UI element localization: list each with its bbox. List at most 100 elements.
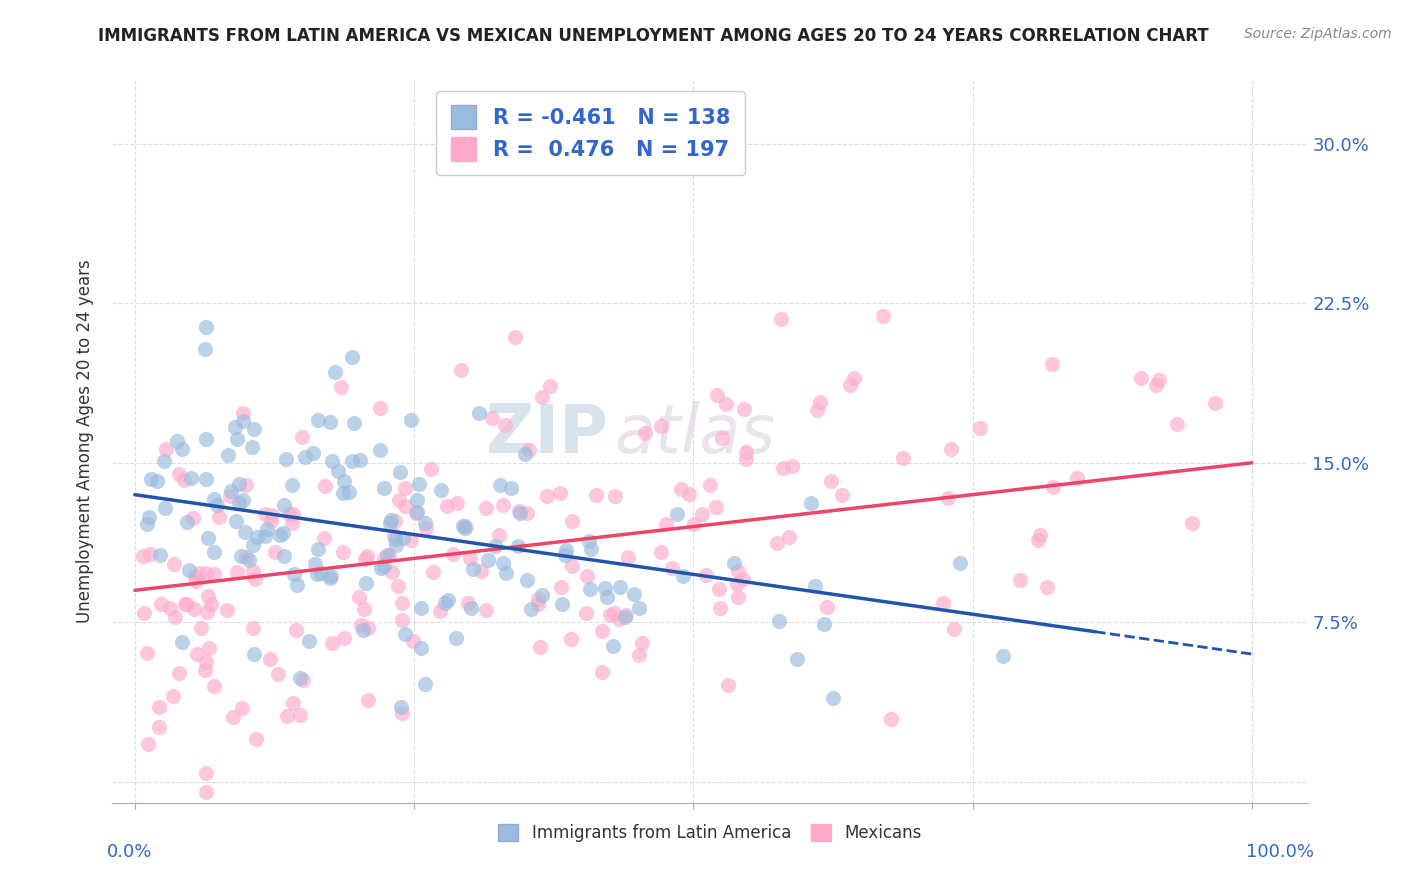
Point	[194, 343, 217, 357]
Point	[240, 440, 263, 454]
Point	[162, 689, 184, 703]
Point	[949, 556, 972, 570]
Point	[217, 448, 239, 462]
Point	[561, 514, 583, 528]
Point	[444, 631, 467, 645]
Point	[273, 549, 295, 563]
Point	[526, 597, 548, 611]
Point	[195, 432, 218, 446]
Point	[406, 493, 429, 508]
Point	[623, 587, 645, 601]
Point	[415, 516, 437, 530]
Point	[450, 363, 472, 377]
Point	[228, 476, 250, 491]
Point	[665, 507, 688, 521]
Point	[475, 603, 498, 617]
Point	[800, 496, 823, 510]
Point	[155, 442, 177, 456]
Point	[969, 420, 991, 434]
Point	[233, 525, 256, 540]
Point	[716, 397, 738, 411]
Point	[733, 402, 755, 417]
Point	[516, 506, 538, 520]
Point	[278, 507, 301, 521]
Point	[246, 530, 269, 544]
Point	[548, 486, 571, 500]
Point	[314, 479, 336, 493]
Point	[202, 567, 225, 582]
Point	[492, 498, 515, 512]
Point	[298, 634, 321, 648]
Point	[709, 600, 731, 615]
Point	[458, 551, 481, 566]
Point	[609, 580, 631, 594]
Point	[678, 487, 700, 501]
Point	[495, 566, 517, 581]
Point	[1029, 527, 1052, 541]
Point	[695, 568, 717, 582]
Point	[578, 534, 600, 549]
Point	[595, 581, 617, 595]
Point	[725, 577, 748, 591]
Point	[166, 434, 188, 449]
Point	[839, 377, 862, 392]
Point	[285, 578, 308, 592]
Point	[291, 673, 314, 687]
Point	[603, 489, 626, 503]
Point	[389, 700, 412, 714]
Point	[307, 542, 329, 557]
Point	[235, 550, 257, 565]
Point	[408, 477, 430, 491]
Point	[271, 526, 294, 541]
Point	[354, 576, 377, 591]
Text: IMMIGRANTS FROM LATIN AMERICA VS MEXICAN UNEMPLOYMENT AMONG AGES 20 TO 24 YEARS : IMMIGRANTS FROM LATIN AMERICA VS MEXICAN…	[98, 27, 1209, 45]
Point	[669, 483, 692, 497]
Point	[446, 495, 468, 509]
Point	[391, 596, 413, 610]
Point	[813, 617, 835, 632]
Point	[631, 635, 654, 649]
Point	[1144, 377, 1167, 392]
Point	[554, 548, 576, 562]
Point	[1008, 574, 1031, 588]
Point	[307, 413, 329, 427]
Point	[195, 766, 218, 780]
Point	[579, 582, 602, 596]
Point	[173, 474, 195, 488]
Point	[388, 492, 411, 507]
Point	[202, 545, 225, 559]
Point	[368, 401, 391, 415]
Point	[302, 446, 325, 460]
Point	[1130, 370, 1153, 384]
Point	[330, 380, 353, 394]
Point	[150, 597, 173, 611]
Point	[602, 640, 624, 654]
Point	[517, 442, 540, 457]
Point	[382, 528, 405, 542]
Point	[453, 519, 475, 533]
Point	[384, 533, 406, 547]
Point	[554, 543, 576, 558]
Point	[470, 564, 492, 578]
Point	[314, 531, 336, 545]
Point	[467, 407, 489, 421]
Point	[529, 640, 551, 655]
Point	[260, 508, 283, 522]
Point	[167, 467, 190, 481]
Point	[263, 544, 285, 558]
Point	[381, 566, 404, 580]
Point	[451, 519, 474, 533]
Point	[628, 648, 651, 662]
Point	[803, 579, 825, 593]
Point	[357, 692, 380, 706]
Point	[153, 454, 176, 468]
Point	[307, 567, 329, 582]
Point	[294, 450, 316, 465]
Point	[508, 504, 530, 518]
Point	[492, 556, 515, 570]
Point	[326, 464, 349, 478]
Point	[269, 528, 291, 542]
Point	[932, 596, 955, 610]
Point	[267, 666, 290, 681]
Point	[406, 505, 429, 519]
